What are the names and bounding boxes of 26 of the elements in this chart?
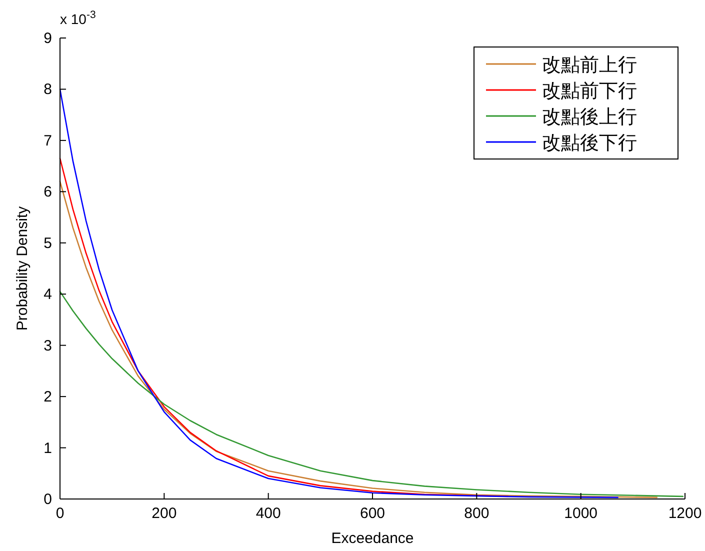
- x-tick-label: 1200: [668, 505, 702, 522]
- y-tick-label: 7: [44, 132, 52, 150]
- legend-label: 改點前上行: [542, 55, 637, 76]
- x-axis-title: Exceedance: [331, 530, 414, 547]
- x-tick-label: 600: [360, 505, 386, 522]
- y-tick-label: 2: [44, 388, 52, 406]
- y-tick-label: 0: [44, 491, 52, 508]
- y-tick-label: 5: [44, 234, 52, 252]
- line-series: [59, 180, 658, 498]
- x-tick-label: 400: [256, 505, 281, 522]
- text: x 10$^{-3}$: [60, 9, 96, 27]
- y-tick-label: 9: [44, 30, 52, 47]
- x-tick-label: 1000: [564, 505, 598, 522]
- y-tick-label: 4: [44, 286, 52, 304]
- x-tick-label: 0: [56, 505, 64, 522]
- x-tick-label: 200: [152, 505, 177, 522]
- x-tick-label: 800: [464, 505, 490, 522]
- legend-label: 改點前下行: [542, 81, 637, 102]
- y-tick-label: 1: [44, 440, 52, 457]
- line-series: [59, 158, 509, 498]
- y-tick-label: 8: [44, 81, 52, 98]
- y-tick-label: 3: [44, 337, 52, 354]
- legend-label: 改點後下行: [542, 133, 637, 154]
- legend-label: 改點後上行: [542, 107, 637, 128]
- y-axis-title: Probability Density: [14, 206, 31, 331]
- y-tick-label: 6: [44, 184, 52, 201]
